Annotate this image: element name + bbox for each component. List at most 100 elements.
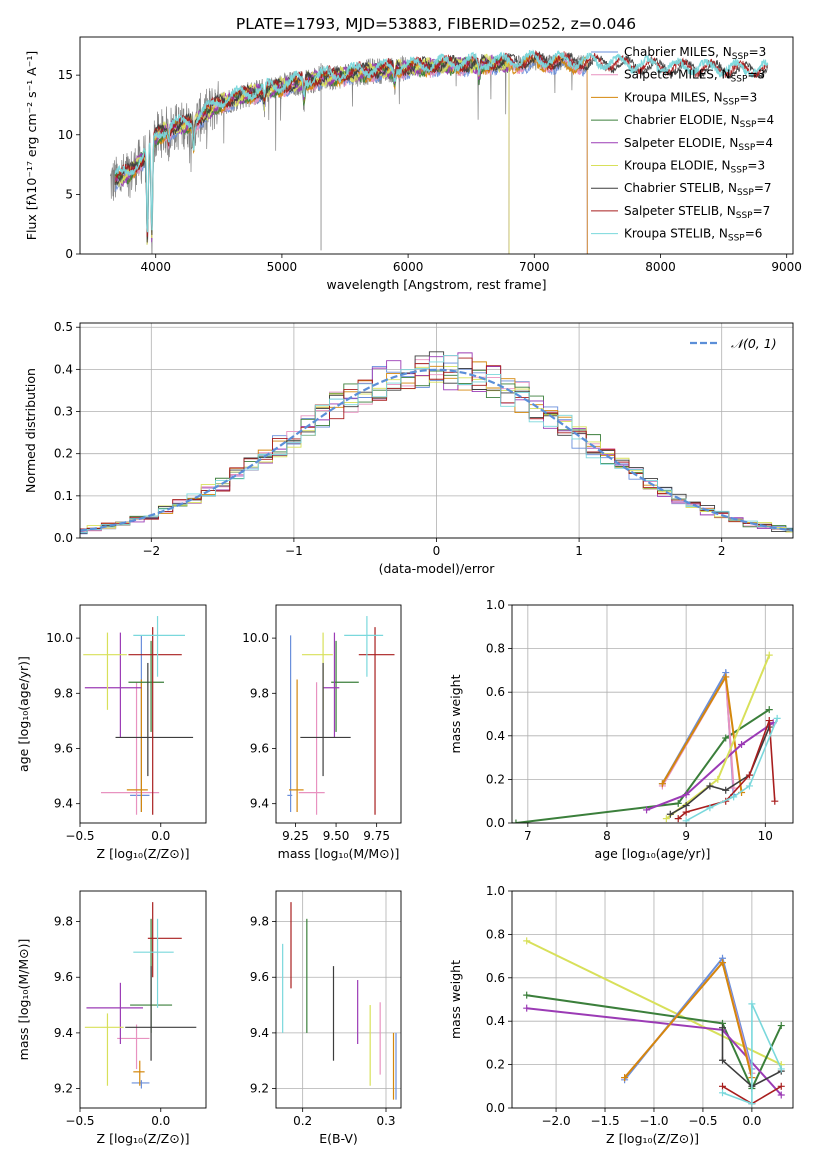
y-tick-label: 0.5 xyxy=(54,320,73,334)
x-tick-label: 7000 xyxy=(519,260,550,274)
axes-frame xyxy=(79,36,794,255)
chabrier_stelib-model-line xyxy=(114,51,769,243)
x-axis-label: mass [log₁₀(M/M⊙)] xyxy=(278,846,400,861)
kroupa_stelib-weight-marker xyxy=(777,1065,785,1073)
salpeter_elodie-weight-marker xyxy=(643,806,651,814)
x-tick-label: 7 xyxy=(524,829,532,843)
legend-label: Salpeter STELIB, NSSP=7 xyxy=(624,204,770,221)
y-tick-label: 1.0 xyxy=(486,884,505,898)
kroupa_elodie-weight-marker xyxy=(714,775,722,783)
y-tick-label: 9.6 xyxy=(54,970,73,984)
chabrier_elodie-weight-marker xyxy=(765,706,773,714)
y-tick-label: 0.4 xyxy=(54,362,73,376)
kroupa_stelib-weight-marker xyxy=(706,804,714,812)
x-axis-label: Z [log₁₀(Z/Z⊙)] xyxy=(97,1131,190,1146)
x-tick-label: 9 xyxy=(682,829,690,843)
y-tick-label: 9.2 xyxy=(250,1082,269,1096)
chabrier_stelib-weight-marker xyxy=(666,810,674,818)
spectrum-panel: 4000 5000 6000 7000 8000 9000 0 5 10 15 wavelength… xyxy=(24,36,802,292)
spectrum-legend: Chabrier MILES, NSSP=3 Salpeter MILES, NS… xyxy=(591,45,774,244)
histogram-panel: −2 −1 0 1 2 0.0 0.1 0.2 0.3 0.4 0.5 (data-model)/er… xyxy=(23,320,794,576)
y-tick-label: 9.8 xyxy=(54,686,73,700)
chabrier_stelib-weight-line xyxy=(669,726,771,816)
y-axis-label: mass weight xyxy=(448,960,463,1039)
normal-curve xyxy=(80,368,793,532)
axes-frame xyxy=(511,604,794,824)
kroupa_elodie-model-line xyxy=(114,53,510,254)
kroupa_miles-weight-marker xyxy=(621,1074,629,1082)
histogram-data xyxy=(80,351,793,535)
salpeter_elodie-weight-marker xyxy=(777,1091,785,1099)
x-tick-label: 0.0 xyxy=(151,1114,170,1128)
x-tick-label: 2 xyxy=(718,544,726,558)
y-tick-label: 5 xyxy=(65,187,73,201)
y-tick-label: 0.3 xyxy=(54,405,73,419)
y-tick-label: 10.0 xyxy=(242,631,269,645)
age-vs-mass-data xyxy=(287,616,395,815)
observed-spectrum-line xyxy=(109,54,588,254)
kroupa_miles-weight-marker xyxy=(658,780,666,788)
salpeter_stelib-weight-marker xyxy=(777,1082,785,1090)
y-tick-label: 0.0 xyxy=(486,1101,505,1115)
mass-weight-vs-z-data xyxy=(523,937,785,1108)
y-tick-label: 9.4 xyxy=(54,1026,73,1040)
x-axis-label: (data-model)/error xyxy=(379,561,496,576)
x-tick-label: 0.2 xyxy=(293,1114,312,1128)
y-tick-label: 0.4 xyxy=(486,729,505,743)
y-axis-label: age [log₁₀(age/yr)] xyxy=(16,656,31,772)
kroupa_stelib-weight-marker xyxy=(745,782,753,790)
y-tick-label: 9.8 xyxy=(250,915,269,929)
mass-vs-z-data xyxy=(84,902,197,1089)
mass-weight-vs-z-panel: −2.0 −1.5 −1.0 −0.5 0.0 0.0 0.2 0.4 0.6 0.8 1.0 Z [… xyxy=(448,884,794,1146)
salpeter_miles-model-line xyxy=(114,54,588,254)
y-tick-label: 9.6 xyxy=(54,741,73,755)
kroupa_miles-weight-marker xyxy=(719,959,727,967)
y-tick-label: 0.2 xyxy=(486,1058,505,1072)
kroupa_miles-model-line xyxy=(114,54,588,254)
x-axis-label: Z [log₁₀(Z/Z⊙)] xyxy=(97,846,190,861)
chabrier_elodie-weight-marker xyxy=(722,734,730,742)
y-tick-label: 0.8 xyxy=(486,927,505,941)
kroupa_elodie-weight-marker xyxy=(523,937,531,945)
x-tick-label: 6000 xyxy=(393,260,424,274)
x-tick-label: −1.0 xyxy=(639,1114,668,1128)
x-axis-label: wavelength [Angstrom, rest frame] xyxy=(326,277,546,292)
kroupa_stelib-weight-marker xyxy=(748,1100,756,1108)
kroupa_stelib-weight-marker xyxy=(682,817,690,823)
kroupa_stelib-model-line xyxy=(114,49,769,233)
salpeter_elodie-weight-marker xyxy=(738,741,746,749)
y-tick-label: 1.0 xyxy=(486,598,505,612)
legend-label: 𝒩(0, 1) xyxy=(731,336,777,351)
chabrier_elodie-weight-marker xyxy=(512,819,520,823)
y-axis-label: mass weight xyxy=(448,674,463,753)
figure-title: PLATE=1793, MJD=53883, FIBERID=0252, z=0… xyxy=(236,15,636,33)
salpeter_miles-weight-line xyxy=(661,673,735,789)
y-tick-label: 9.6 xyxy=(250,741,269,755)
x-tick-label: 0.3 xyxy=(376,1114,395,1128)
x-tick-label: 8000 xyxy=(645,260,676,274)
x-tick-label: −1 xyxy=(285,544,303,558)
kroupa_stelib-weight-marker xyxy=(773,714,781,722)
salpeter_stelib-weight-marker xyxy=(765,717,773,725)
kroupa_stelib-histogram xyxy=(80,355,793,534)
legend-label: Kroupa MILES, NSSP=3 xyxy=(624,90,757,107)
axes-frame xyxy=(275,890,402,1109)
x-tick-label: 10 xyxy=(758,829,773,843)
legend-label: Kroupa ELODIE, NSSP=3 xyxy=(624,159,765,176)
chabrier_elodie-weight-marker xyxy=(674,799,682,807)
y-tick-label: 0 xyxy=(65,247,73,261)
x-tick-label: −0.5 xyxy=(65,829,94,843)
age-vs-z-panel: −0.5 0.0 9.4 9.6 9.8 10.0 Z [log₁₀(Z/Z⊙)] age [… xyxy=(16,604,207,861)
axes-frame xyxy=(79,322,794,539)
x-tick-label: −2 xyxy=(142,544,160,558)
chabrier_stelib-weight-marker xyxy=(682,802,690,810)
x-tick-label: 9000 xyxy=(771,260,802,274)
chabrier_elodie-weight-line xyxy=(526,994,783,1091)
x-tick-label: −1.5 xyxy=(590,1114,619,1128)
salpeter_stelib-weight-marker xyxy=(719,1082,727,1090)
y-tick-label: 0.0 xyxy=(54,531,73,545)
x-tick-label: −0.5 xyxy=(688,1114,717,1128)
y-tick-label: 9.4 xyxy=(250,797,269,811)
